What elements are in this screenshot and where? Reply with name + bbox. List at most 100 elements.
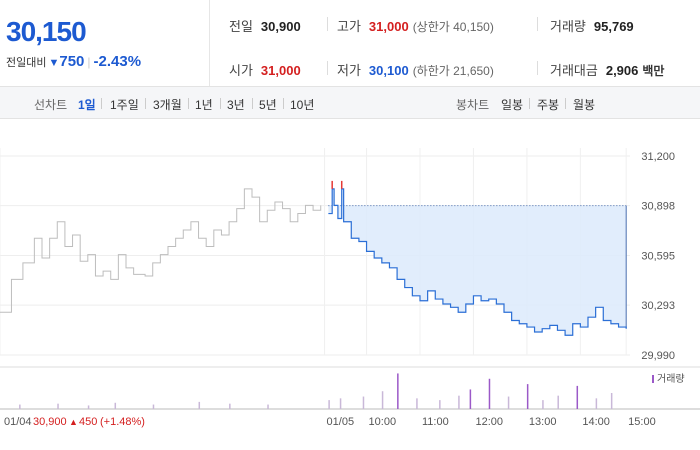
footer-change: 450	[79, 416, 97, 428]
stat-low: 저가 30,100 (하한가 21,650)	[337, 60, 494, 79]
volume-bar	[198, 401, 201, 409]
change-row: 전일대비 ▼750 | -2.43%	[6, 53, 141, 70]
volume-bar	[557, 395, 559, 409]
price-summary: 30,150 전일대비 ▼750 | -2.43%	[0, 0, 210, 86]
stat-sub: (하한가 21,650)	[412, 64, 494, 78]
volume-bar	[57, 403, 59, 409]
divider	[565, 98, 566, 109]
current-day-line	[328, 188, 627, 336]
volume-legend-label: 거래량	[657, 373, 685, 385]
divider	[188, 98, 189, 109]
tab-5-years[interactable]: 5년	[259, 98, 277, 112]
y-tick-label: 30,293	[641, 300, 675, 312]
chart-tab-bar: 선차트 1일 1주일 3개월 1년 3년 5년 10년 봉차트 일봉 주봉 월봉	[0, 87, 700, 119]
volume-bar	[416, 398, 418, 409]
volume-bar	[610, 393, 613, 409]
divider: |	[87, 55, 91, 69]
y-tick-label: 30,595	[641, 251, 675, 263]
change-value: 750	[59, 53, 85, 70]
stat-label: 고가	[337, 19, 361, 34]
volume-bar	[507, 396, 510, 409]
volume-bar	[469, 389, 472, 409]
tab-1-day[interactable]: 1일	[78, 98, 96, 112]
stat-open: 시가 31,000	[229, 60, 301, 79]
volume-legend-swatch	[652, 375, 654, 383]
price-lines	[0, 180, 627, 336]
divider	[327, 61, 328, 75]
stat-value: 31,000	[368, 19, 409, 34]
prev-day-footer: 01/04 30,900 ▲ 450 (+1.48%)	[4, 416, 145, 428]
footer-date: 01/04	[4, 416, 32, 428]
change-percent: -2.43%	[93, 53, 142, 70]
volume-bar	[229, 403, 231, 409]
volume-bar	[595, 398, 598, 409]
stat-label: 거래대금	[550, 63, 598, 78]
price-chart[interactable]: 31,200 30,898 30,595 30,293 29,990 01/05 10:0…	[0, 120, 700, 450]
stat-value: 2,906	[605, 63, 639, 78]
stat-trade-amount: 거래대금 2,906 백만	[550, 60, 664, 79]
volume-bar	[267, 404, 269, 409]
volume-bar	[114, 402, 117, 409]
y-tick-label: 29,990	[641, 350, 675, 362]
tab-3-years[interactable]: 3년	[227, 98, 245, 112]
stat-label: 전일	[229, 19, 253, 34]
divider	[220, 98, 221, 109]
tab-monthly-candle[interactable]: 월봉	[573, 98, 596, 112]
volume-bar	[152, 404, 155, 409]
stat-unit: 백만	[642, 64, 665, 78]
x-tick-label: 14:00	[582, 416, 610, 428]
x-tick-label: 15:00	[628, 416, 656, 428]
x-axis-labels: 01/05 10:00 11:00 12:00 13:00 14:00 15:00	[327, 416, 656, 428]
stat-value: 95,769	[593, 19, 634, 34]
tab-daily-candle[interactable]: 일봉	[501, 98, 524, 112]
line-chart-label: 선차트	[34, 98, 68, 112]
tab-3-months[interactable]: 3개월	[153, 98, 182, 112]
drop-area	[328, 188, 627, 336]
divider	[529, 98, 530, 109]
divider	[252, 98, 253, 109]
divider	[537, 61, 538, 75]
y-tick-label: 30,898	[641, 201, 675, 213]
volume-bar	[87, 405, 90, 409]
tab-1-week[interactable]: 1주일	[110, 98, 139, 112]
volume-bar	[439, 400, 441, 409]
volume-bar	[488, 378, 491, 409]
tab-1-year[interactable]: 1년	[195, 98, 213, 112]
quote-header: 30,150 전일대비 ▼750 | -2.43% 전일 30,900 고가 31,000…	[0, 0, 700, 87]
candle-chart-label: 봉차트	[456, 98, 490, 112]
divider	[145, 98, 146, 109]
stat-high: 고가 31,000 (상한가 40,150)	[337, 16, 494, 35]
previous-day-line	[0, 188, 322, 313]
chart-grid	[0, 148, 700, 410]
y-tick-label: 31,200	[641, 151, 675, 163]
x-tick-label: 13:00	[529, 416, 557, 428]
volume-bar	[526, 384, 529, 409]
up-arrow-icon: ▲	[69, 417, 78, 427]
volume-bar	[542, 400, 544, 409]
tab-weekly-candle[interactable]: 주봉	[537, 98, 560, 112]
x-tick-label: 10:00	[369, 416, 397, 428]
volume-bar	[458, 395, 460, 409]
divider	[537, 17, 538, 31]
current-price: 30,150	[6, 16, 87, 47]
stat-prev-close: 전일 30,900	[229, 16, 301, 35]
stat-label: 거래량	[550, 19, 586, 34]
volume-bars	[19, 373, 613, 409]
tab-10-years[interactable]: 10년	[290, 98, 315, 112]
stat-value: 30,900	[260, 19, 301, 34]
volume-bar	[381, 391, 384, 409]
volume-bar	[19, 404, 21, 409]
x-tick-label: 11:00	[422, 416, 449, 428]
divider	[101, 98, 102, 109]
y-axis-labels: 31,200 30,898 30,595 30,293 29,990	[641, 151, 675, 362]
volume-legend: 거래량	[652, 373, 685, 385]
volume-bar	[328, 400, 330, 409]
footer-price: 30,900	[33, 416, 67, 428]
stat-label: 저가	[337, 63, 361, 78]
volume-bar	[362, 396, 365, 409]
stat-value: 30,100	[368, 63, 409, 78]
footer-percent: (+1.48%)	[100, 416, 145, 428]
volume-bar	[576, 385, 579, 409]
down-arrow-icon: ▼	[48, 57, 60, 69]
stat-sub: (상한가 40,150)	[412, 20, 494, 34]
